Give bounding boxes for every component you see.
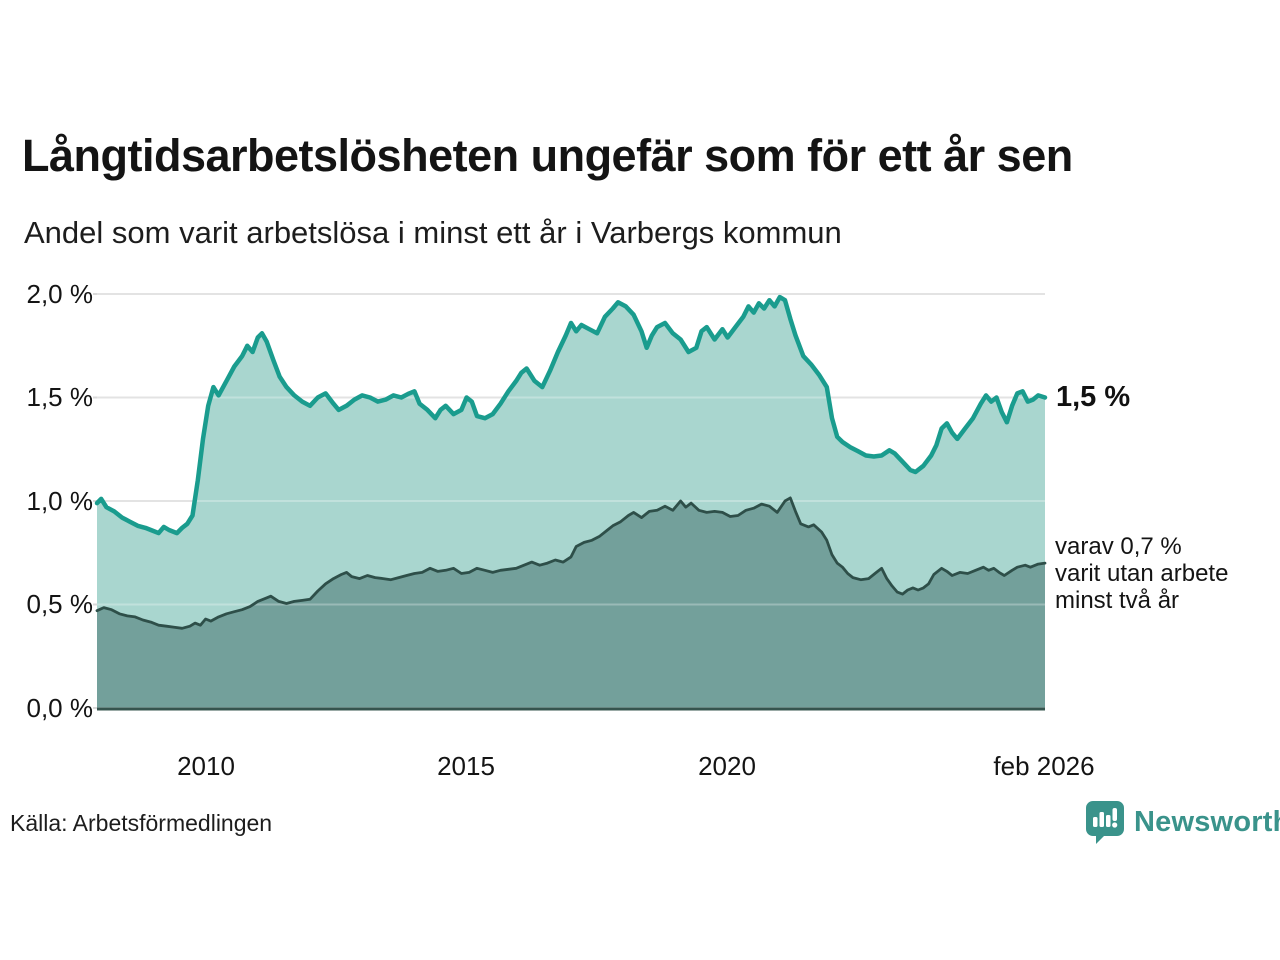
- line-unemployed-2yr: [95, 496, 1047, 630]
- y-axis-tick: 2,0 %: [26, 279, 94, 309]
- latest-value-label: 1,5 %: [1056, 381, 1131, 413]
- secondary-series-annotation: varav 0,7 % varit utan arbete minst två …: [1055, 533, 1280, 614]
- area-fill-unemployed-2yr: [97, 497, 1045, 708]
- y-axis-tick: 0,5 %: [26, 589, 94, 619]
- x-axis-tick: 2015: [437, 751, 495, 781]
- line-unemployed-1yr: [94, 294, 1048, 536]
- area-fill-unemployed-1yr: [97, 297, 1045, 708]
- annotation-line: varit utan arbete: [1055, 560, 1229, 587]
- brand-name: Newsworthy: [1134, 806, 1280, 838]
- y-axis-tick: 1,5 %: [26, 382, 94, 412]
- x-axis-tick: feb 2026: [993, 751, 1095, 781]
- source-attribution: Källa: Arbetsförmedlingen: [10, 810, 273, 836]
- x-axis-tick: 2010: [177, 751, 235, 781]
- y-axis-tick: 1,0 %: [26, 486, 94, 516]
- page-subtitle: Andel som varit arbetslösa i minst ett å…: [24, 215, 842, 250]
- y-axis-tick: 0,0 %: [26, 693, 94, 723]
- brand-logo: Newsworthy: [1085, 800, 1280, 845]
- newsworthy-logo-icon: [1085, 800, 1125, 845]
- annotation-line: minst två år: [1055, 587, 1180, 614]
- page-title: Långtidsarbetslösheten ungefär som för e…: [22, 130, 1073, 181]
- x-axis-tick: 2020: [698, 751, 756, 781]
- annotation-line: varav 0,7 %: [1055, 533, 1182, 560]
